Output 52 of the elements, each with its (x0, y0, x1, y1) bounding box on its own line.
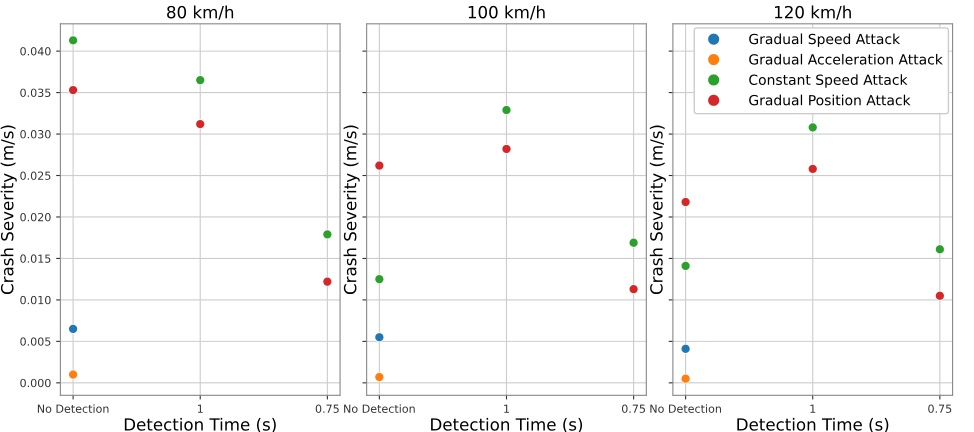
point (374, 160, 384, 170)
point (935, 290, 945, 301)
point (68, 370, 78, 380)
legend-label: Gradual Position Attack (749, 94, 911, 106)
x-tick-label: 0.75 (316, 404, 339, 413)
point (322, 276, 332, 287)
y-tick-label: 0.010 (20, 296, 51, 304)
chart-title: 80 km/h (167, 6, 234, 20)
y-tick-label: 0.000 (20, 378, 51, 388)
y-tick-label: 0.015 (20, 254, 50, 263)
x-tick-label: 1 (504, 404, 509, 413)
y-tick-label: 0.005 (20, 337, 50, 346)
y-tick-label: 0.035 (20, 88, 50, 97)
point (628, 284, 638, 294)
point (374, 332, 384, 342)
legend-label: Gradual Speed Attack (749, 33, 900, 47)
x-tick-label: 0.75 (928, 404, 952, 413)
point (680, 374, 690, 384)
point (808, 164, 818, 174)
point (680, 261, 690, 271)
point (195, 75, 206, 85)
point (322, 230, 332, 240)
point (502, 144, 512, 154)
legend-label: Gradual Acceleration Attack (749, 54, 943, 65)
point (195, 119, 206, 129)
y-axis-title: Crash Severity (m/s) (0, 125, 17, 294)
point (374, 372, 384, 382)
x-tick-label: No Detection (344, 404, 415, 413)
point (68, 35, 78, 46)
y-tick-label: 0.040 (20, 47, 51, 56)
legend-label: Constant Speed Attack (749, 74, 908, 88)
point (68, 324, 78, 334)
chart-title: 120 km/h (774, 6, 851, 20)
y-axis-title: Crash Severity (m/s) (650, 125, 666, 294)
point (680, 344, 690, 354)
y-tick-label: 0.020 (20, 212, 51, 222)
y-axis-title: Crash Severity (m/s) (344, 125, 360, 294)
x-tick-label: No Detection (650, 404, 721, 413)
point (628, 238, 638, 248)
point (68, 85, 78, 95)
point (808, 122, 818, 132)
y-tick-label: 0.030 (20, 130, 51, 138)
chart-title: 100 km/h (468, 6, 545, 20)
point (935, 244, 945, 254)
point (680, 197, 690, 207)
point (374, 274, 384, 284)
y-tick-label: 0.025 (20, 171, 50, 180)
x-tick-label: No Detection (38, 404, 108, 413)
x-tick-label: 1 (198, 404, 203, 413)
point (502, 105, 512, 115)
x-tick-label: 1 (810, 404, 816, 413)
x-tick-label: 0.75 (622, 404, 646, 413)
